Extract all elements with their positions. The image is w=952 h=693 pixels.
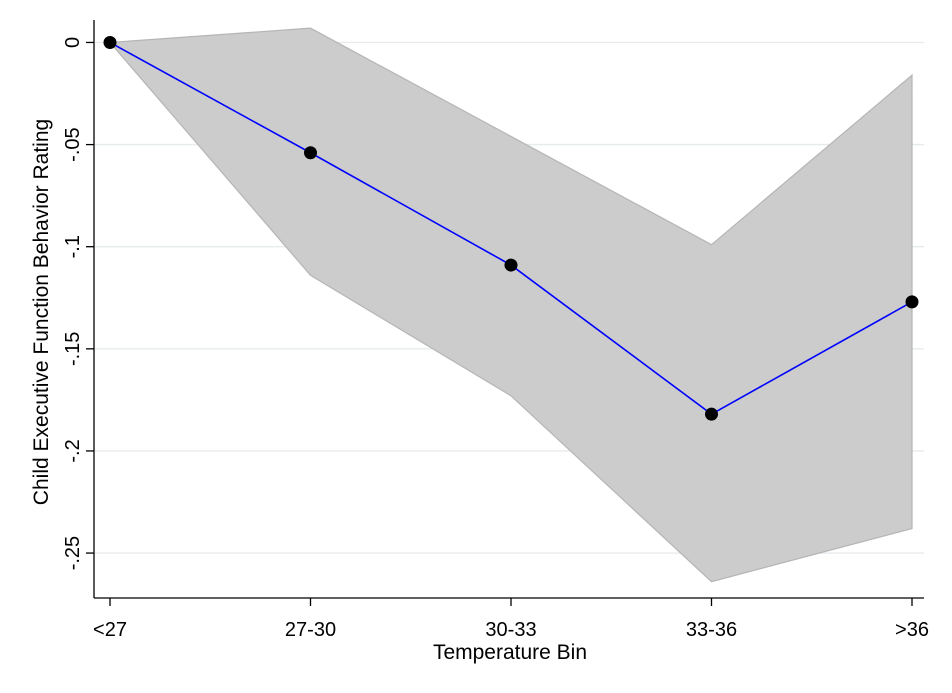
x-tick-label-1: 27-30 — [285, 619, 336, 641]
y-tick-label-0: 0 — [62, 37, 84, 48]
data-markers — [103, 35, 919, 421]
y-tick-label-4: -.2 — [62, 439, 84, 462]
x-tick-label-0: <27 — [93, 619, 127, 641]
data-point-2 — [504, 258, 518, 272]
x-tick-label-2: 30-33 — [485, 619, 536, 641]
data-point-4 — [905, 295, 919, 309]
y-tick-label-5: -.25 — [62, 536, 84, 570]
data-point-0 — [103, 35, 117, 49]
y-ticks: 0 -.05 -.1 -.15 -.2 -.25 — [62, 37, 94, 570]
y-tick-label-2: -.1 — [62, 235, 84, 258]
y-axis-title: Child Executive Function Behavior Rating — [30, 119, 53, 505]
y-tick-label-1: -.05 — [62, 127, 84, 161]
x-tick-label-4: >36 — [895, 619, 929, 641]
x-axis-title: Temperature Bin — [433, 641, 587, 664]
data-point-3 — [705, 407, 718, 421]
x-tick-label-3: 33-36 — [686, 619, 737, 641]
data-point-1 — [304, 146, 317, 160]
confidence-band — [108, 27, 913, 583]
x-ticks: <27 27-30 30-33 33-36 >36 — [93, 598, 929, 641]
y-tick-label-3: -.15 — [62, 332, 84, 366]
